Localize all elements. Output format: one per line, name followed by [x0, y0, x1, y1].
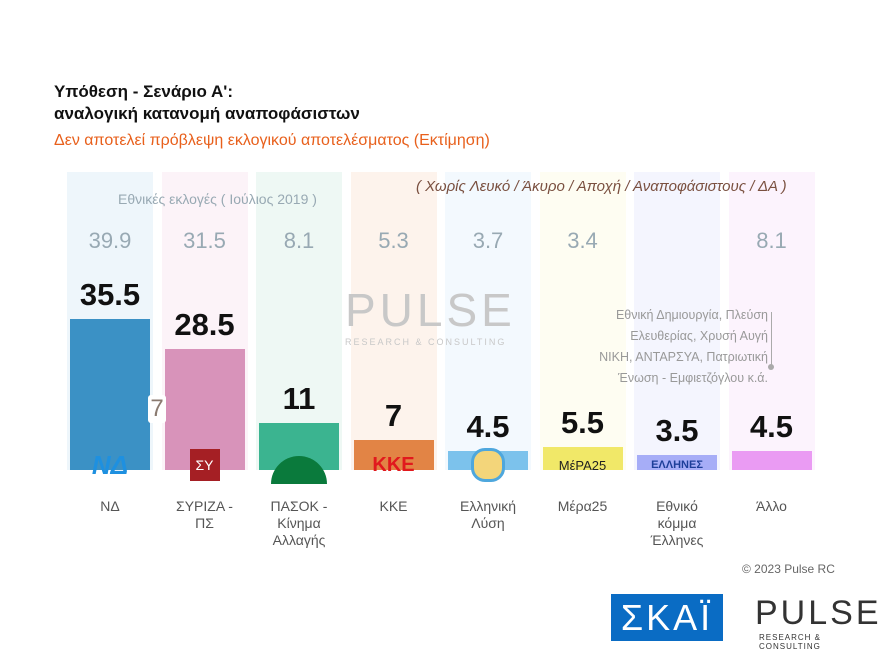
- bar-core: [649, 455, 705, 470]
- previous-election-label: Εθνικές εκλογές ( Ιούλιος 2019 ): [118, 191, 317, 207]
- party-logo-icon: [445, 446, 531, 484]
- watermark-sub: RESEARCH & CONSULTING: [345, 337, 507, 347]
- previous-value: 31.5: [183, 228, 226, 253]
- chart-title-line2: αναλογική κατανομή αναποφάσιστων: [54, 104, 360, 123]
- party-logo-icon: [256, 446, 342, 484]
- category-label: Άλλο: [756, 498, 787, 514]
- category-label: ΣΥΡΙΖΑ - ΠΣ: [176, 498, 233, 531]
- previous-value: 8.1: [283, 228, 315, 253]
- data-label: 11: [282, 381, 316, 417]
- previous-value: 3.4: [567, 228, 598, 253]
- bar: [542, 446, 623, 470]
- nd-logo-icon: ΝΔ: [91, 449, 129, 480]
- bar: [731, 450, 812, 470]
- syriza-logo-icon: ΣΥ: [189, 449, 220, 481]
- other-note-line: ΝΙΚΗ, ΑΝΤΑΡΣΥΑ, Πατριωτική: [599, 350, 768, 364]
- watermark-text: PULSE: [345, 284, 516, 336]
- column-bg: [728, 172, 815, 470]
- bar-core: [365, 440, 422, 470]
- previous-value: 8.1: [756, 228, 787, 253]
- skai-logo: ΣΚΑΪ: [611, 594, 723, 641]
- mera-logo-icon: ΜέΡΑ25: [558, 457, 607, 473]
- data-label: 4.5: [749, 408, 794, 444]
- other-note-dot: [768, 364, 774, 370]
- column-bg: [350, 172, 437, 470]
- bar: [70, 319, 150, 470]
- category-label: ΚΚΕ: [379, 498, 408, 514]
- category-label: Εθνικό κόμμα Έλληνες: [650, 498, 704, 548]
- category-label: Μέρα25: [557, 498, 608, 514]
- column-bg: [539, 172, 626, 470]
- column-bg: [256, 172, 342, 470]
- bar-core: [82, 319, 138, 470]
- data-label: 5.5: [560, 404, 605, 440]
- previous-value: 39.9: [88, 228, 132, 253]
- party-logo-icon: ΝΔ: [67, 446, 153, 484]
- data-label: 7: [384, 398, 403, 434]
- category-label: ΝΔ: [100, 498, 120, 514]
- other-note: Εθνική Δημιουργία, Πλεύση Ελευθερίας, Χρ…: [599, 305, 768, 389]
- party-logo-icon: ΕΛΛΗΝΕΣ: [634, 446, 720, 484]
- pasok-sun-icon: [271, 456, 327, 484]
- previous-value: 5.3: [378, 228, 409, 253]
- column-bg: [67, 172, 153, 470]
- chart-note: ( Χωρίς Λευκό / Άκυρο / Αποχή / Αναποφάσ…: [416, 178, 787, 195]
- other-note-line: Ένωση - Εμφιετζόγλου κ.ά.: [618, 371, 768, 385]
- ellines-logo-icon: ΕΛΛΗΝΕΣ: [651, 459, 703, 471]
- party-logo-icon: [729, 446, 815, 484]
- category-label: Ελληνική Λύση: [459, 498, 517, 531]
- bar: [637, 455, 717, 470]
- bar-core: [554, 446, 611, 470]
- party-logo-icon: ΣΥ: [162, 446, 248, 484]
- watermark: PULSE RESEARCH & CONSULTING: [345, 283, 516, 347]
- data-label: 28.5: [174, 306, 235, 342]
- data-label: 35.5: [79, 277, 141, 312]
- data-label: 4.5: [466, 408, 510, 444]
- pulse-logo-text: PULSE: [755, 594, 880, 632]
- party-logo-icon: ΚΚΕ: [351, 446, 437, 484]
- chart-subtitle: Δεν αποτελεί πρόβλεψη εκλογικού αποτελέσ…: [54, 132, 490, 149]
- chart-title: Υπόθεση - Σενάριο Α':: [54, 82, 233, 101]
- data-label: 3.5: [655, 413, 699, 449]
- gap-label: 7: [148, 395, 166, 423]
- other-note-connector: [771, 312, 772, 366]
- previous-value: 3.7: [472, 228, 504, 253]
- bar: [353, 440, 434, 470]
- other-note-line: Εθνική Δημιουργία, Πλεύση: [615, 308, 768, 322]
- kke-logo-icon: ΚΚΕ: [372, 453, 415, 476]
- column-bg: [634, 172, 720, 470]
- party-logo-icon: ΜέΡΑ25: [540, 446, 626, 484]
- pulse-logo: PULSE RESEARCH & CONSULTING: [735, 594, 880, 651]
- category-label: ΠΑΣΟΚ - Κίνημα Αλλαγής: [270, 498, 328, 548]
- compass-icon: [471, 448, 505, 482]
- other-note-line: Ελευθερίας, Χρυσή Αυγή: [630, 329, 768, 343]
- bar-core: [743, 450, 800, 470]
- copyright: © 2023 Pulse RC: [742, 562, 835, 576]
- pulse-logo-sub: RESEARCH & CONSULTING: [759, 633, 822, 651]
